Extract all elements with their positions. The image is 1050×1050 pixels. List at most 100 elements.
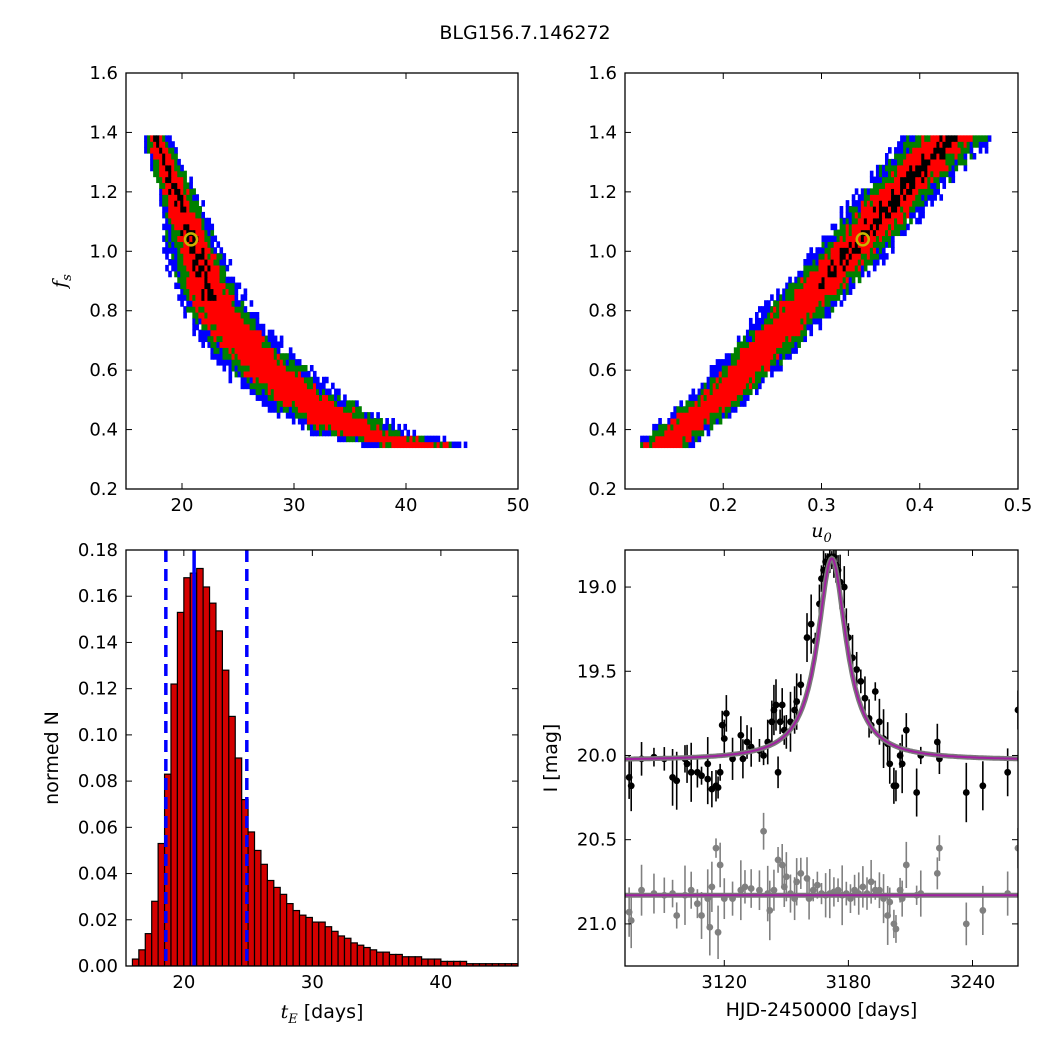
heatmap-cell xyxy=(165,217,169,225)
heatmap-cell xyxy=(897,141,901,148)
heatmap-cell xyxy=(162,164,166,172)
heatmap-cell xyxy=(237,341,242,348)
heatmap-cell xyxy=(875,253,880,260)
heatmap-cell xyxy=(751,329,756,337)
heatmap-cell xyxy=(739,347,744,354)
histogram-bar xyxy=(446,960,455,966)
heatmap-cell xyxy=(297,376,302,384)
heatmap-cell xyxy=(863,264,868,272)
heatmap-cell xyxy=(228,335,233,343)
heatmap-cell xyxy=(824,259,829,266)
heatmap-cell xyxy=(655,423,659,431)
heatmap-cell xyxy=(830,282,835,290)
heatmap-cell xyxy=(854,259,859,266)
heatmap-cell xyxy=(189,235,193,242)
heatmap-cell xyxy=(325,423,329,431)
heatmap-cell xyxy=(201,253,205,260)
heatmap-cell xyxy=(273,347,278,354)
heatmap-cell xyxy=(240,323,245,331)
heatmap-cell xyxy=(848,247,853,254)
heatmap-cell xyxy=(195,194,199,201)
heatmap-cell xyxy=(854,264,859,272)
heatmap-cell xyxy=(267,376,272,384)
heatmap-cell xyxy=(776,335,780,343)
heatmap-cell xyxy=(273,359,278,366)
heatmap-cell xyxy=(794,335,798,343)
heatmap-cell xyxy=(150,147,154,154)
heatmap-cell xyxy=(270,347,275,354)
heatmap-cell xyxy=(222,300,227,307)
heatmap-cell xyxy=(915,141,919,148)
heatmap-cell xyxy=(851,247,856,254)
heatmap-cell xyxy=(812,294,817,301)
heatmap-cell xyxy=(294,406,299,413)
heatmap-cell xyxy=(751,382,756,390)
heatmap-cell xyxy=(195,211,199,219)
heatmap-cell xyxy=(171,164,175,172)
heatmap-cell xyxy=(322,429,326,437)
heatmap-cell xyxy=(721,388,726,396)
heatmap-cell xyxy=(195,264,199,272)
heatmap-cell xyxy=(652,423,656,431)
heatmap-cell xyxy=(279,388,284,396)
heatmap-cell xyxy=(240,359,245,366)
heatmap-cell xyxy=(213,253,218,260)
heatmap-cell xyxy=(869,229,874,237)
heatmap-cell xyxy=(736,353,741,360)
heatmap-cell xyxy=(180,264,184,272)
heatmap-cell xyxy=(881,235,886,242)
heatmap-cell xyxy=(325,412,329,419)
heatmap-cell xyxy=(821,241,826,248)
heatmap-cell xyxy=(809,312,814,319)
heatmap-cell xyxy=(415,435,420,443)
heatmap-cell xyxy=(706,418,711,425)
data-point xyxy=(772,701,780,709)
heatmap-cell xyxy=(673,406,677,413)
heatmap-cell xyxy=(824,253,829,260)
heatmap-cell xyxy=(189,188,193,195)
heatmap-cell xyxy=(325,400,329,407)
heatmap-cell xyxy=(210,241,215,248)
heatmap-cell xyxy=(156,164,160,172)
heatmap-cell xyxy=(791,329,795,337)
heatmap-cell xyxy=(724,400,729,407)
heatmap-cell xyxy=(761,359,765,366)
heatmap-cell xyxy=(201,294,205,301)
heatmap-cell xyxy=(318,388,323,396)
heatmap-cell xyxy=(162,158,166,166)
heatmap-cell xyxy=(213,264,218,272)
heatmap-cell xyxy=(162,206,166,213)
heatmap-cell xyxy=(827,259,832,266)
heatmap-cell xyxy=(779,359,783,366)
heatmap-cell xyxy=(454,441,459,449)
heatmap-cell xyxy=(201,323,205,331)
heatmap-cell xyxy=(878,211,883,219)
heatmap-cell xyxy=(171,235,175,242)
heatmap-cell xyxy=(884,194,889,201)
heatmap-cell xyxy=(652,435,656,443)
heatmap-cell xyxy=(144,141,148,148)
y-axis-label: normed N xyxy=(41,711,63,805)
heatmap-cell xyxy=(673,423,677,431)
heatmap-cell xyxy=(788,312,792,319)
heatmap-cell xyxy=(258,370,263,378)
y-tick-label: 21.0 xyxy=(577,914,617,935)
heatmap-cell xyxy=(177,241,181,248)
heatmap-cell xyxy=(881,247,886,254)
heatmap-cell xyxy=(192,317,196,325)
y-tick-label: 0.8 xyxy=(89,301,118,322)
heatmap-cell xyxy=(839,223,844,231)
heatmap-cell xyxy=(742,370,747,378)
heatmap-cell xyxy=(730,394,735,401)
heatmap-cell xyxy=(186,217,190,225)
heatmap-cell xyxy=(884,229,889,237)
heatmap-cell xyxy=(276,359,281,366)
heatmap-cell xyxy=(174,188,178,195)
heatmap-cell xyxy=(767,341,771,348)
heatmap-cell xyxy=(906,200,910,207)
heatmap-cell xyxy=(294,400,299,407)
heatmap-cell xyxy=(165,206,169,213)
heatmap-cell xyxy=(785,317,789,325)
heatmap-cell xyxy=(803,300,807,307)
heatmap-cell xyxy=(794,276,798,284)
